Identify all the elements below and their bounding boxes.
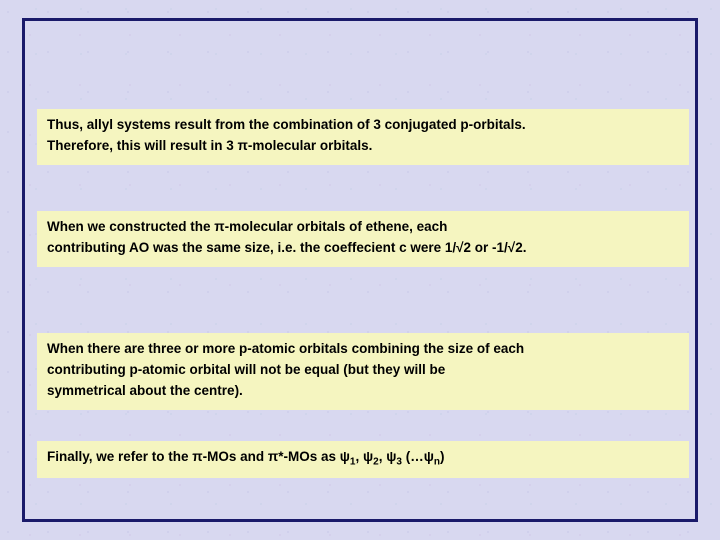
paragraph-4: Finally, we refer to the π-MOs and π*-MO… [37, 441, 689, 478]
p4-mid1: , ψ [355, 449, 373, 464]
slide-frame: Thus, allyl systems result from the comb… [22, 18, 698, 522]
paragraph-3: When there are three or more p-atomic or… [37, 333, 689, 410]
paragraph-1: Thus, allyl systems result from the comb… [37, 109, 689, 165]
p4-mid2: , ψ [379, 449, 397, 464]
p1-line2: Therefore, this will result in 3 π-molec… [47, 138, 372, 153]
p2-line1: When we constructed the π-molecular orbi… [47, 219, 447, 234]
paragraph-2: When we constructed the π-molecular orbi… [37, 211, 689, 267]
p4-suffix: ) [440, 449, 445, 464]
p3-line1: When there are three or more p-atomic or… [47, 341, 524, 356]
p2-line2: contributing AO was the same size, i.e. … [47, 240, 526, 255]
p4-prefix: Finally, we refer to the π-MOs and π*-MO… [47, 449, 350, 464]
p1-line1: Thus, allyl systems result from the comb… [47, 117, 526, 132]
p4-mid3: (…ψ [402, 449, 434, 464]
p3-line2: contributing p-atomic orbital will not b… [47, 362, 445, 377]
p3-line3: symmetrical about the centre). [47, 383, 243, 398]
